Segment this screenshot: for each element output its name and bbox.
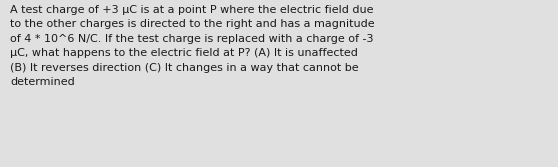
Text: A test charge of +3 μC is at a point P where the electric field due
to the other: A test charge of +3 μC is at a point P w… xyxy=(10,5,374,87)
